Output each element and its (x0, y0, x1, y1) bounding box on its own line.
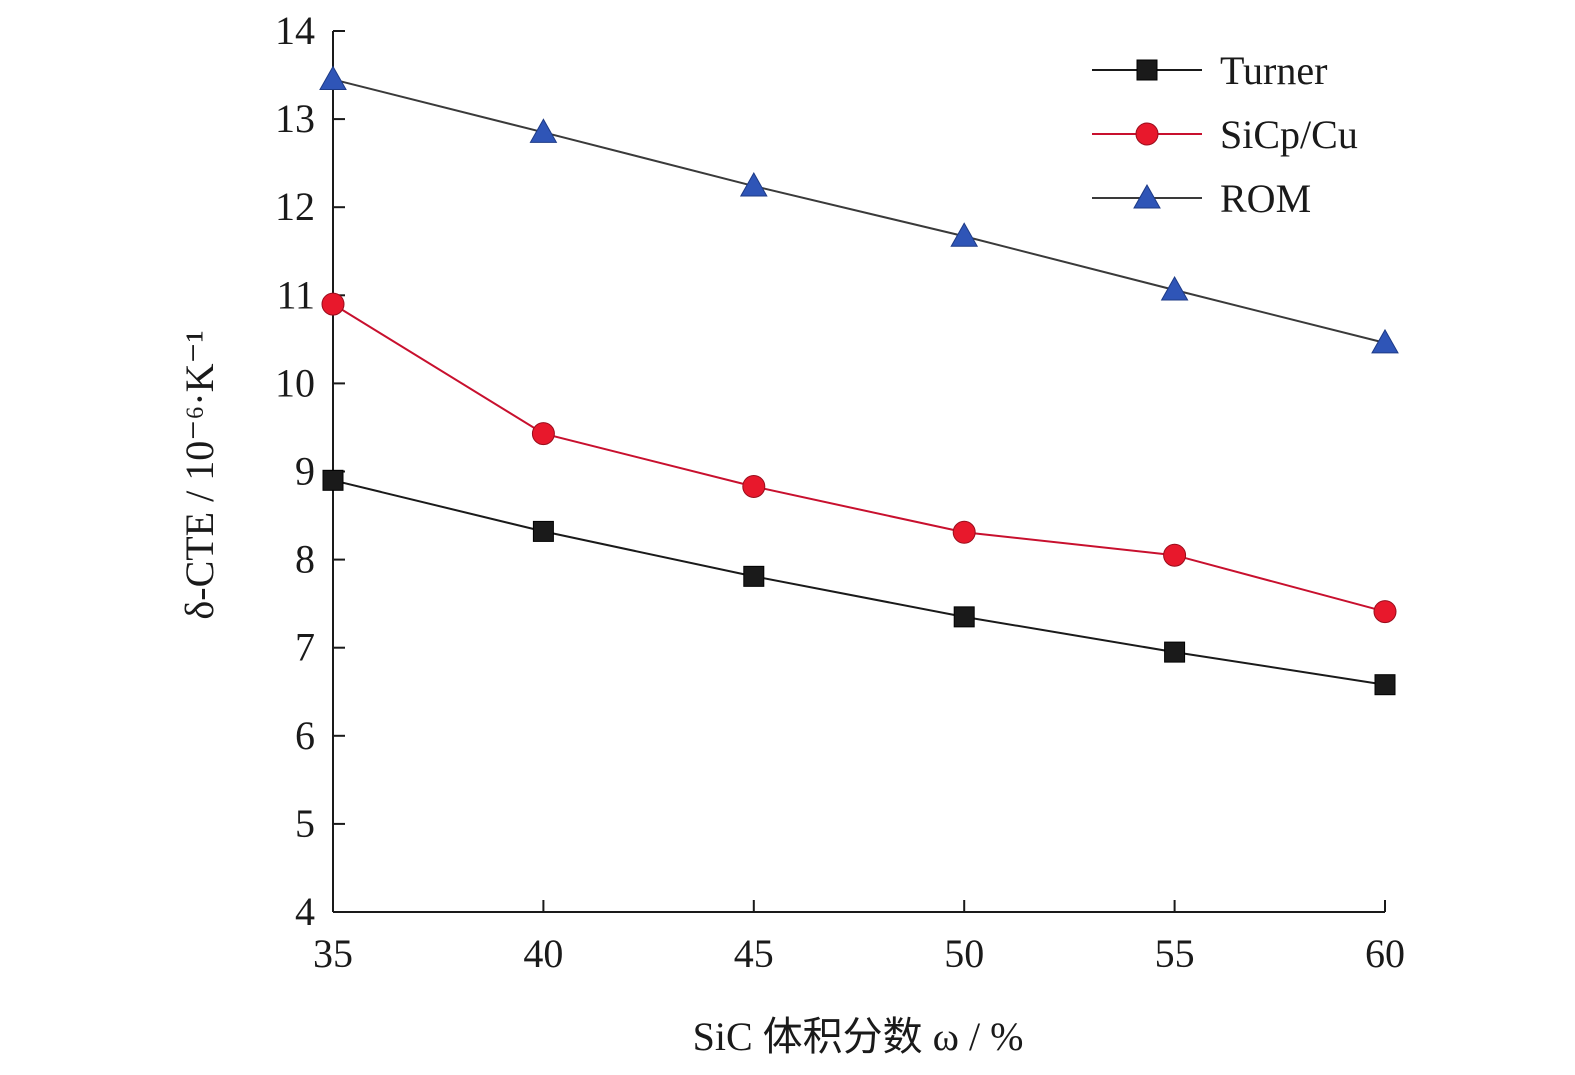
data-point (953, 606, 975, 628)
y-tick-label: 6 (295, 713, 315, 758)
y-tick-label: 13 (275, 96, 315, 141)
data-point (322, 469, 344, 491)
data-point (950, 222, 979, 247)
series-line (332, 303, 1386, 613)
x-tick-label: 55 (1155, 931, 1195, 976)
series-sicp-cu (321, 292, 1397, 624)
legend-marker (1136, 59, 1158, 81)
y-tick-label: 8 (295, 537, 315, 582)
series-line (332, 78, 1386, 344)
series-layer (319, 65, 1399, 696)
data-point (1373, 600, 1397, 624)
legend-label: Turner (1220, 48, 1327, 93)
data-point (952, 520, 976, 544)
x-tick-label: 60 (1365, 931, 1405, 976)
data-point (1160, 275, 1189, 301)
x-axis-title: SiC 体积分数 ω / % (693, 1014, 1024, 1059)
y-axis-title: δ-CTE / 10⁻⁶·K⁻¹ (177, 330, 222, 619)
data-point (531, 422, 555, 446)
y-tick-label: 7 (295, 625, 315, 670)
legend-item: ROM (1092, 176, 1311, 221)
legend-marker (1133, 183, 1161, 209)
x-tick-label: 50 (944, 931, 984, 976)
y-tick-label: 5 (295, 801, 315, 846)
legend-item: Turner (1092, 48, 1327, 93)
x-tick-label: 35 (313, 931, 353, 976)
data-point (739, 172, 768, 197)
data-point (1371, 328, 1399, 354)
legend: Turner SiCp/Cu ROM (1092, 48, 1358, 221)
legend-label: SiCp/Cu (1220, 112, 1358, 157)
data-point (319, 65, 347, 90)
y-tick-label: 12 (275, 184, 315, 229)
x-tick-label: 45 (734, 931, 774, 976)
legend-marker (1135, 122, 1159, 146)
y-tick-label: 14 (275, 8, 315, 53)
data-point (529, 118, 558, 143)
y-tick-label: 9 (295, 449, 315, 494)
x-tick-label: 40 (523, 931, 563, 976)
data-point (321, 292, 345, 316)
data-point (743, 565, 765, 587)
series-rom (319, 65, 1399, 354)
data-point (1163, 543, 1187, 567)
data-point (742, 474, 766, 498)
y-tick-label: 4 (295, 889, 315, 934)
legend-label: ROM (1220, 176, 1311, 221)
data-point (1164, 641, 1186, 663)
y-tick-label: 10 (275, 360, 315, 405)
series-line (332, 479, 1386, 686)
legend-item: SiCp/Cu (1092, 112, 1358, 157)
series-turner (322, 469, 1396, 696)
data-point (532, 520, 554, 542)
data-point (1374, 674, 1396, 696)
y-tick-label: 11 (276, 272, 315, 317)
